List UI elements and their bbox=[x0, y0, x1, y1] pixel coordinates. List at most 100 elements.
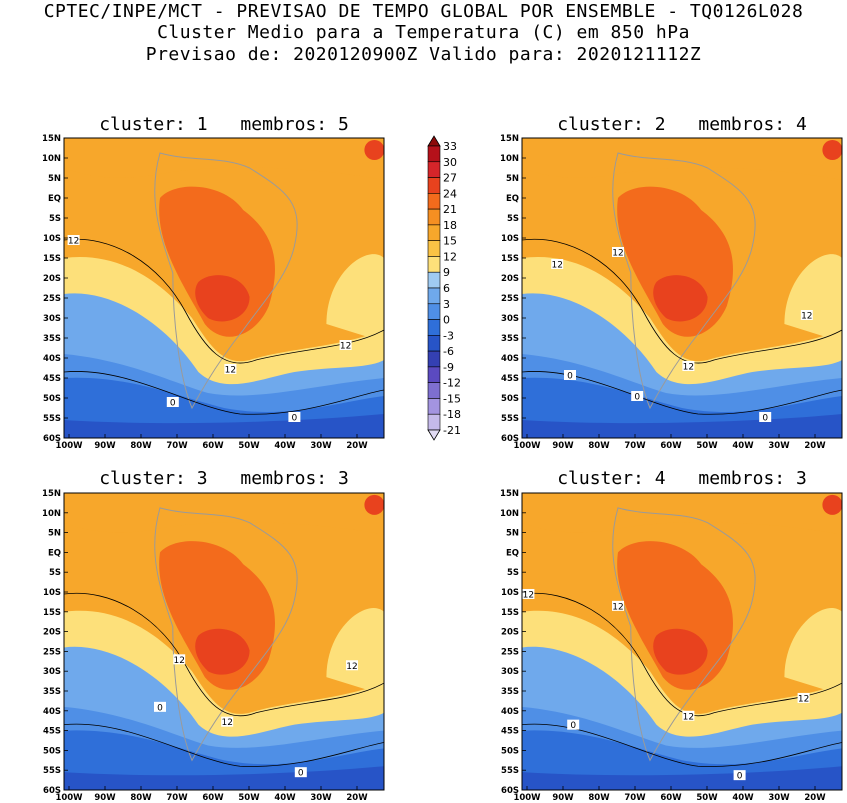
colorbar-label: -12 bbox=[443, 377, 461, 390]
cluster-label: cluster: bbox=[99, 114, 186, 135]
lat-tick-label: 60S bbox=[43, 786, 61, 796]
lat-tick-label: 5N bbox=[506, 174, 519, 184]
temperature-field bbox=[522, 493, 842, 790]
lon-tick-label: 90W bbox=[94, 441, 116, 451]
lon-tick-label: 20W bbox=[804, 793, 826, 803]
header-line-2: Cluster Medio para a Temperatura (C) em … bbox=[157, 22, 690, 43]
cluster-number: 2 bbox=[654, 114, 666, 135]
contour-label: 12 bbox=[801, 312, 812, 322]
lat-tick-label: 5S bbox=[507, 568, 519, 578]
colorbar-label: 3 bbox=[443, 298, 450, 311]
lat-tick-label: 40S bbox=[501, 707, 519, 717]
colorbar-swatch bbox=[427, 161, 441, 178]
lat-tick-label: 45S bbox=[43, 727, 61, 737]
lat-tick-label: 30S bbox=[501, 667, 519, 677]
lon-tick-label: 50W bbox=[238, 441, 260, 451]
lat-tick-label: 45S bbox=[43, 374, 61, 384]
lat-tick-label: 35S bbox=[501, 687, 519, 697]
colorbar-swatch bbox=[427, 224, 441, 241]
lon-tick-label: 50W bbox=[238, 793, 260, 803]
lon-tick-label: 70W bbox=[166, 793, 188, 803]
contour-label: 12 bbox=[173, 656, 184, 666]
colorbar-label: 33 bbox=[443, 140, 457, 153]
lat-tick-label: 15N bbox=[42, 489, 61, 499]
lon-tick-label: 40W bbox=[732, 441, 754, 451]
lat-tick-label: 50S bbox=[501, 394, 519, 404]
lon-tick-label: 60W bbox=[202, 441, 224, 451]
contour-label: 12 bbox=[798, 694, 809, 704]
lon-tick-label: 50W bbox=[696, 441, 718, 451]
lat-tick-label: 45S bbox=[501, 374, 519, 384]
members-label: membros: bbox=[240, 468, 328, 489]
contour-label: 0 bbox=[170, 399, 176, 409]
lon-tick-label: 40W bbox=[274, 793, 296, 803]
lat-tick-label: 10N bbox=[42, 154, 61, 164]
contour-label: 12 bbox=[551, 261, 562, 271]
lat-tick-label: 30S bbox=[501, 314, 519, 324]
contour-label: 12 bbox=[225, 366, 236, 376]
lat-tick-label: EQ bbox=[506, 194, 519, 204]
lon-tick-label: 50W bbox=[696, 793, 718, 803]
lat-tick-label: 15S bbox=[501, 254, 519, 264]
cluster-number: 1 bbox=[196, 114, 208, 135]
colorbar-swatch bbox=[427, 350, 441, 368]
lat-tick-label: 60S bbox=[501, 786, 519, 796]
lon-tick-label: 30W bbox=[768, 441, 790, 451]
lat-tick-label: 5N bbox=[48, 529, 61, 539]
panel-title-4: cluster: 4 membros: 3 bbox=[522, 468, 842, 489]
header-line-1: CPTEC/INPE/MCT - PREVISAO DE TEMPO GLOBA… bbox=[43, 1, 804, 22]
lat-tick-label: 10N bbox=[500, 154, 519, 164]
colorbar-label: 18 bbox=[443, 219, 457, 232]
lon-tick-label: 40W bbox=[274, 441, 296, 451]
lat-tick-label: 35S bbox=[501, 334, 519, 344]
lon-tick-label: 70W bbox=[166, 441, 188, 451]
lon-tick-label: 90W bbox=[552, 441, 574, 451]
lat-tick-label: 35S bbox=[43, 687, 61, 697]
header-line-3: Previsao de: 2020120900Z Valido para: 20… bbox=[145, 44, 702, 65]
colorbar-swatch bbox=[427, 145, 441, 163]
colorbar-swatch bbox=[427, 177, 441, 194]
lat-tick-label: 45S bbox=[501, 727, 519, 737]
lon-tick-label: 90W bbox=[552, 793, 574, 803]
temperature-field bbox=[64, 493, 384, 790]
members-count: 3 bbox=[795, 468, 807, 489]
lat-tick-label: 40S bbox=[43, 707, 61, 717]
lat-tick-label: 55S bbox=[501, 414, 519, 424]
lat-tick-label: 5S bbox=[49, 568, 61, 578]
lat-tick-label: EQ bbox=[48, 194, 61, 204]
map-panel-1: 12 12 12 0 0 15N 10N 5N EQ 5S 10S 15S 20S 25S 30S 35S 40… bbox=[42, 134, 385, 451]
lon-tick-label: 100W bbox=[55, 441, 83, 451]
panel-title-2: cluster: 2 membros: 4 bbox=[522, 114, 842, 135]
colorbar-swatch bbox=[427, 398, 441, 415]
colorbar-label: -21 bbox=[443, 424, 461, 437]
contour-label: 12 bbox=[523, 590, 534, 600]
lon-tick-label: 30W bbox=[310, 441, 332, 451]
colorbar-swatch bbox=[427, 366, 441, 383]
lon-tick-label: 70W bbox=[624, 793, 646, 803]
contour-label: 0 bbox=[570, 721, 576, 731]
map-panel-4: 12 12 12 12 0 0 15N 10N 5N EQ 5S 10S 15S 20S 25S 30S 35S… bbox=[500, 489, 843, 803]
lat-tick-label: 60S bbox=[43, 434, 61, 444]
lon-tick-label: 30W bbox=[768, 793, 790, 803]
colorbar-swatch bbox=[427, 193, 441, 210]
temperature-field bbox=[64, 138, 384, 438]
colorbar-swatch bbox=[427, 319, 441, 336]
colorbar-label: 0 bbox=[443, 314, 450, 327]
lat-tick-label: 20S bbox=[501, 274, 519, 284]
lat-tick-label: 30S bbox=[43, 667, 61, 677]
colorbar-swatch bbox=[427, 335, 441, 352]
lat-tick-label: 55S bbox=[501, 766, 519, 776]
members-count: 4 bbox=[795, 114, 807, 135]
colorbar-label: -3 bbox=[443, 329, 454, 342]
lat-tick-label: EQ bbox=[506, 548, 519, 558]
lat-tick-label: 20S bbox=[43, 274, 61, 284]
lon-tick-label: 80W bbox=[130, 441, 152, 451]
lon-tick-label: 60W bbox=[660, 793, 682, 803]
lat-tick-label: 15S bbox=[43, 608, 61, 618]
colorbar-label: -6 bbox=[443, 345, 454, 358]
colorbar-swatch bbox=[427, 382, 441, 399]
colorbar-label: -9 bbox=[443, 361, 454, 374]
colorbar-swatch bbox=[427, 413, 441, 431]
cluster-label: cluster: bbox=[99, 468, 186, 489]
